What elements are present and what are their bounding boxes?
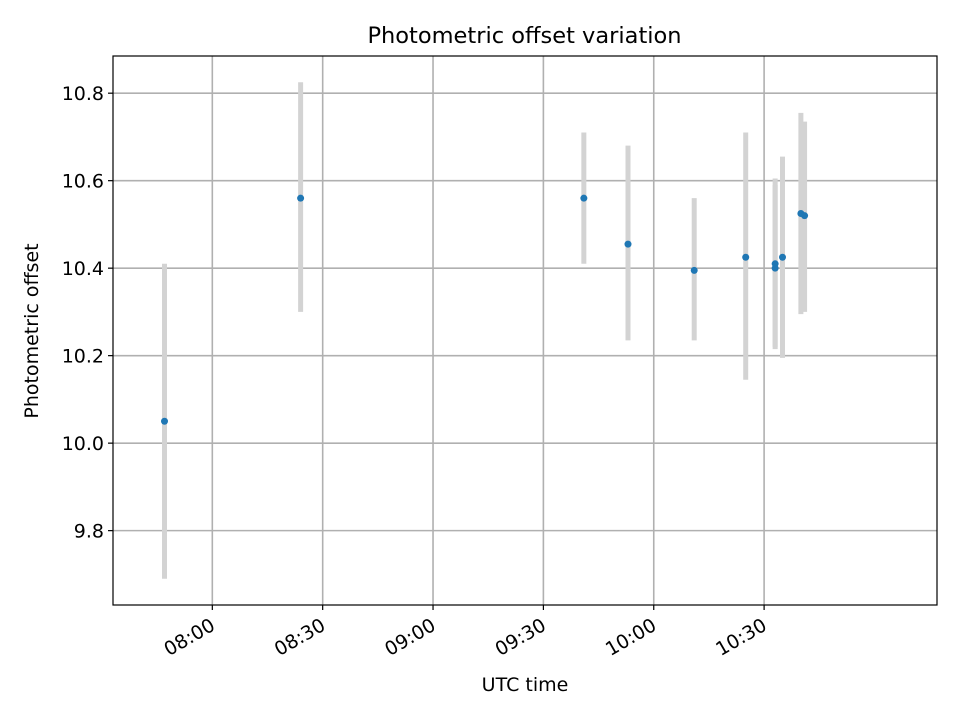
plot-area-frame <box>112 55 938 606</box>
y-tick-label: 9.8 <box>74 521 104 543</box>
data-point <box>801 212 809 220</box>
data-point <box>742 253 750 261</box>
data-point <box>297 194 305 202</box>
data-point <box>624 240 632 248</box>
x-axis-label: UTC time <box>482 674 569 696</box>
data-point <box>161 417 168 425</box>
y-tick-label: 10.8 <box>62 83 104 105</box>
data-points <box>161 194 809 425</box>
y-tick-label: 10.4 <box>62 258 104 280</box>
y-axis-ticks: 9.8 10.0 10.2 10.4 10.6 10.8 <box>62 83 113 543</box>
y-tick-label: 10.2 <box>62 346 104 368</box>
data-point <box>580 194 588 202</box>
chart-title: Photometric offset variation <box>367 23 681 49</box>
data-point <box>771 260 779 268</box>
y-tick-label: 10.0 <box>62 433 104 455</box>
data-point <box>690 266 698 274</box>
y-axis-label: Photometric offset <box>21 243 43 418</box>
y-tick-label: 10.6 <box>62 171 104 193</box>
data-point <box>779 253 786 261</box>
